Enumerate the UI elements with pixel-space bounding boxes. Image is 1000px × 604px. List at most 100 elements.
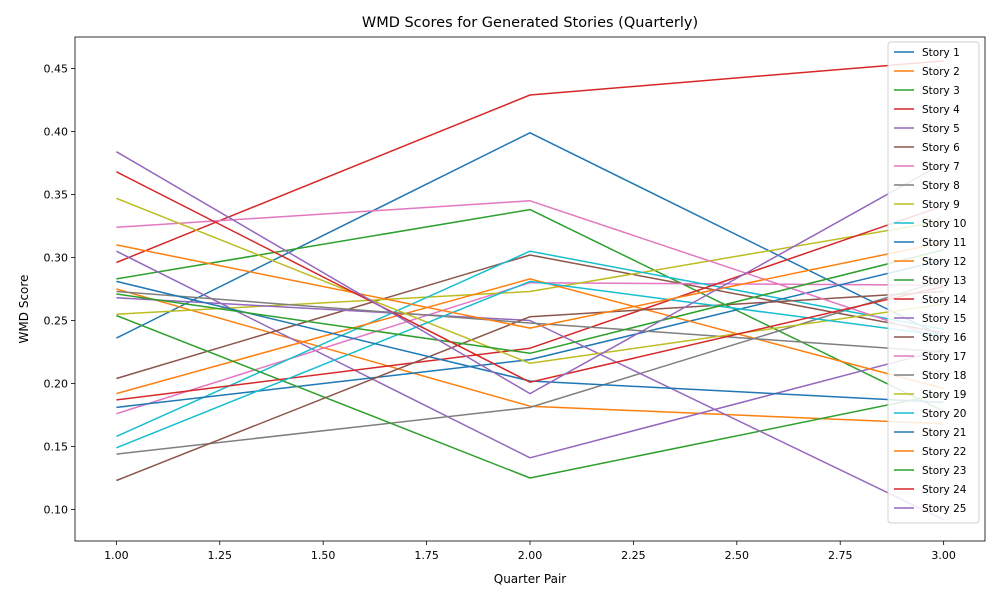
legend-item-story-17: Story 17 — [894, 351, 966, 363]
series-line-story-10 — [116, 250, 944, 438]
legend-label: Story 4 — [922, 104, 960, 116]
legend-item-story-7: Story 7 — [894, 161, 960, 173]
legend-label: Story 12 — [922, 256, 966, 268]
series-line-story-20 — [116, 280, 944, 449]
legend-label: Story 17 — [922, 351, 966, 363]
legend-label: Story 25 — [922, 503, 966, 515]
legend-label: Story 10 — [922, 218, 966, 230]
legend-item-story-16: Story 16 — [894, 332, 967, 344]
series-line-story-18 — [116, 290, 944, 353]
series-line-story-19 — [116, 197, 944, 365]
legend-item-story-2: Story 2 — [894, 66, 960, 78]
x-tick-label: 2.50 — [725, 549, 750, 562]
legend-label: Story 21 — [922, 427, 966, 439]
x-tick-label: 1.75 — [414, 549, 439, 562]
series-line-story-6 — [116, 254, 944, 380]
y-tick-label: 0.40 — [44, 126, 69, 139]
x-tick-label: 1.50 — [311, 549, 336, 562]
legend-item-story-15: Story 15 — [894, 313, 966, 325]
legend-item-story-8: Story 8 — [894, 180, 960, 192]
legend-item-story-22: Story 22 — [894, 446, 966, 458]
legend-label: Story 13 — [922, 275, 966, 287]
y-tick-label: 0.30 — [44, 252, 69, 265]
legend-item-story-14: Story 14 — [894, 294, 967, 306]
legend-label: Story 16 — [922, 332, 967, 344]
legend-item-story-10: Story 10 — [894, 218, 966, 230]
legend-label: Story 24 — [922, 484, 967, 496]
x-tick-label: 2.75 — [828, 549, 853, 562]
legend: Story 1 Story 2 Story 3 Story 4 Story 5 Story… — [887, 41, 980, 524]
legend-item-story-25: Story 25 — [894, 503, 966, 515]
series-line-story-25 — [116, 151, 944, 395]
series-line-story-4 — [116, 60, 944, 264]
series-line-story-5 — [116, 250, 944, 459]
legend-label: Story 11 — [922, 237, 966, 249]
legend-item-story-18: Story 18 — [894, 370, 966, 382]
series-line-story-2 — [116, 288, 944, 425]
legend-label: Story 20 — [922, 408, 966, 420]
legend-label: Story 14 — [922, 294, 967, 306]
legend-item-story-19: Story 19 — [894, 389, 966, 401]
series-line-story-12 — [116, 278, 944, 395]
x-tick-label: 2.00 — [518, 549, 543, 562]
x-tick-label: 2.25 — [621, 549, 646, 562]
series-line-story-24 — [116, 171, 944, 383]
series-line-story-15 — [116, 297, 944, 521]
legend-item-story-11: Story 11 — [894, 237, 966, 249]
x-axis-label: Quarter Pair — [494, 572, 567, 586]
legend-label: Story 8 — [922, 180, 960, 192]
legend-label: Story 19 — [922, 389, 966, 401]
y-tick-label: 0.25 — [44, 315, 69, 328]
series-line-story-8 — [116, 279, 944, 455]
legend-item-story-13: Story 13 — [894, 275, 966, 287]
legend-item-story-21: Story 21 — [894, 427, 966, 439]
x-tick-label: 1.25 — [208, 549, 233, 562]
series-line-story-22 — [116, 241, 944, 329]
x-tick-label: 1.00 — [104, 549, 129, 562]
legend-item-story-6: Story 6 — [894, 142, 960, 154]
legend-item-story-1: Story 1 — [894, 47, 960, 59]
legend-item-story-4: Story 4 — [894, 104, 960, 116]
legend-label: Story 2 — [922, 66, 960, 78]
series-line-story-14 — [116, 205, 944, 401]
legend-box — [887, 41, 980, 524]
legend-item-story-5: Story 5 — [894, 123, 960, 135]
y-tick-label: 0.10 — [44, 504, 69, 517]
series-line-story-16 — [116, 290, 944, 482]
legend-item-story-23: Story 23 — [894, 465, 966, 477]
chart-title: WMD Scores for Generated Stories (Quarte… — [362, 15, 698, 31]
series-line-story-9 — [116, 220, 944, 315]
legend-label: Story 3 — [922, 85, 960, 97]
y-axis: 0.10 0.15 0.20 0.25 0.30 0.35 0.40 0.45 — [44, 63, 75, 517]
y-tick-label: 0.15 — [44, 441, 69, 454]
y-tick-label: 0.35 — [44, 189, 69, 202]
legend-item-story-9: Story 9 — [894, 199, 960, 211]
legend-label: Story 7 — [922, 161, 960, 173]
series-line-story-1 — [116, 132, 944, 339]
legend-label: Story 6 — [922, 142, 960, 154]
series-line-story-23 — [116, 249, 944, 355]
y-tick-label: 0.20 — [44, 378, 69, 391]
legend-item-story-12: Story 12 — [894, 256, 966, 268]
series-line-story-17 — [116, 200, 944, 341]
legend-label: Story 5 — [922, 123, 960, 135]
legend-item-story-3: Story 3 — [894, 85, 960, 97]
legend-label: Story 15 — [922, 313, 966, 325]
legend-label: Story 23 — [922, 465, 966, 477]
x-axis: 1.00 1.25 1.50 1.75 2.00 2.25 2.50 2.75 3.00 — [104, 541, 956, 562]
series-line-story-3 — [116, 208, 944, 412]
y-axis-label: WMD Score — [17, 275, 31, 344]
plot-frame — [74, 36, 986, 542]
series-line-story-21 — [116, 280, 944, 404]
legend-item-story-24: Story 24 — [894, 484, 967, 496]
series-line-story-13 — [116, 314, 944, 479]
legend-label: Story 18 — [922, 370, 966, 382]
y-tick-label: 0.45 — [44, 63, 69, 76]
legend-label: Story 9 — [922, 199, 960, 211]
legend-label: Story 22 — [922, 446, 966, 458]
legend-item-story-20: Story 20 — [894, 408, 966, 420]
legend-label: Story 1 — [922, 47, 960, 59]
plot-area — [74, 36, 986, 542]
